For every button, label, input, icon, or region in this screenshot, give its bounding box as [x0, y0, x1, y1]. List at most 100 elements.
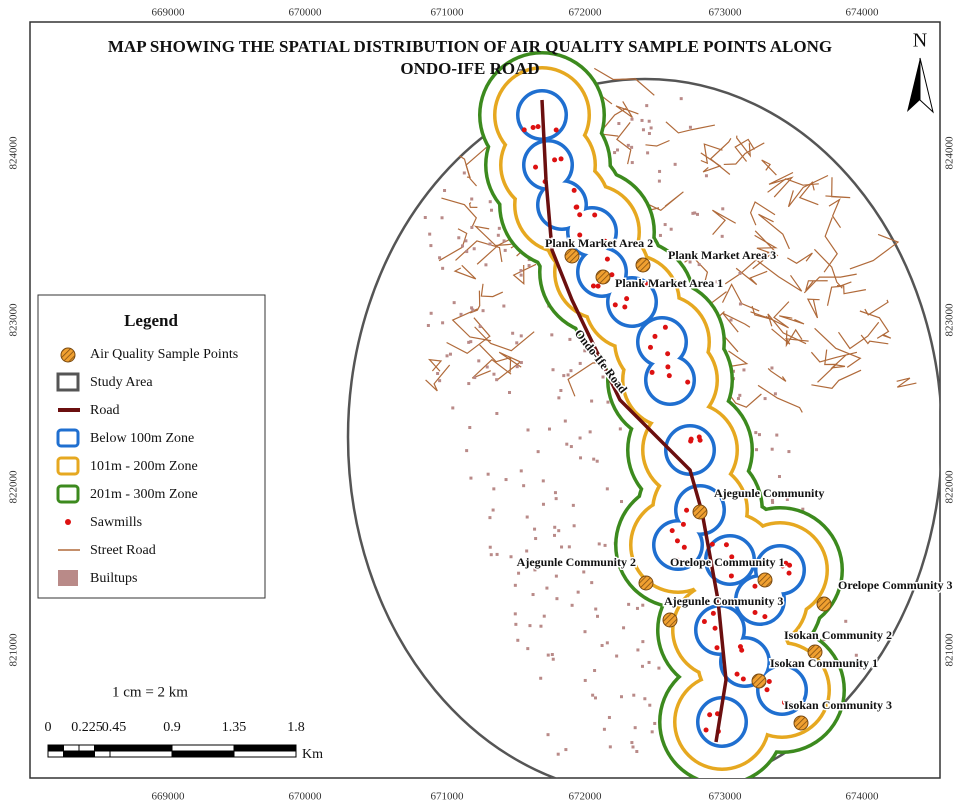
easting-top: 669000 [152, 7, 186, 19]
builtup [560, 545, 564, 549]
builtup [643, 697, 647, 701]
sawmill [709, 541, 715, 547]
sawmill [571, 187, 577, 193]
legend-item: Sawmills [90, 515, 142, 530]
street-road [750, 305, 773, 321]
builtup [438, 256, 442, 260]
northing-right: 823000 [944, 303, 956, 337]
builtup [527, 264, 531, 268]
builtup [648, 703, 652, 707]
builtup [620, 500, 624, 504]
builtup [669, 227, 673, 231]
builtup [467, 382, 471, 386]
street-road [767, 367, 787, 382]
builtup [525, 549, 529, 553]
sawmill [674, 557, 680, 563]
easting-top: 670000 [289, 7, 323, 19]
northing-right: 822000 [944, 470, 956, 504]
builtup [630, 145, 634, 149]
street-road [469, 290, 481, 314]
builtup [428, 232, 432, 236]
builtup [844, 619, 848, 623]
zone-fill [667, 427, 713, 473]
builtup [691, 211, 695, 215]
builtup [640, 664, 644, 668]
sawmill [786, 570, 792, 576]
northing-left: 821000 [8, 633, 20, 667]
builtup [488, 200, 492, 204]
sawmill [674, 538, 680, 544]
builtup [570, 603, 574, 607]
builtup [595, 459, 599, 463]
sawmill [684, 507, 690, 513]
builtup [697, 263, 701, 267]
sawmill [649, 369, 655, 375]
builtup [477, 359, 481, 363]
sawmill [780, 563, 786, 569]
sawmill [577, 232, 583, 238]
builtup [626, 143, 630, 147]
scale-unit: Km [302, 747, 323, 762]
zone-fill [655, 522, 701, 568]
builtup [514, 622, 518, 626]
builtup [445, 354, 449, 358]
builtup [777, 475, 781, 479]
builtup [496, 233, 500, 237]
builtup [470, 225, 474, 229]
legend-item: Road [90, 403, 120, 418]
sawmill [787, 701, 793, 707]
builtup [578, 361, 582, 365]
builtup [553, 525, 557, 529]
builtup [495, 378, 499, 382]
street-road [803, 273, 857, 294]
street-road [597, 107, 627, 137]
builtup [630, 117, 634, 121]
scale-seg [63, 744, 80, 752]
street-road [767, 313, 807, 345]
legend-item: Below 100m Zone [90, 431, 194, 446]
scale-label: 0.45 [102, 720, 127, 735]
street-road [734, 138, 755, 162]
street-road [441, 197, 478, 229]
street-road [425, 364, 451, 392]
builtup [736, 397, 740, 401]
sawmill [701, 619, 707, 625]
sawmill [728, 573, 734, 579]
builtup [489, 208, 493, 212]
builtup [622, 626, 626, 630]
sawmill [558, 156, 564, 162]
builtup [464, 239, 468, 243]
builtup [721, 207, 725, 211]
street-road [768, 171, 794, 198]
street-road [787, 252, 813, 265]
builtup [503, 248, 507, 252]
street-road [700, 152, 722, 173]
builtup [528, 624, 532, 628]
builtup [470, 306, 474, 310]
study-area [346, 77, 940, 778]
sawmill [665, 364, 671, 370]
street-road [665, 121, 715, 134]
sawmill [665, 351, 671, 357]
builtup [562, 374, 566, 378]
builtup [693, 211, 697, 215]
sample-point [751, 673, 767, 689]
sample-label: Isokan Community 1 [770, 656, 878, 670]
builtup [462, 171, 466, 175]
builtup [566, 373, 570, 377]
scale-seg [63, 750, 80, 758]
zone-edge [704, 534, 756, 586]
street-road [593, 67, 655, 96]
builtup [571, 503, 575, 507]
scale-seg [109, 744, 173, 752]
builtup [541, 502, 545, 506]
builtup [641, 640, 645, 644]
sample-point [635, 257, 651, 273]
builtup [488, 516, 492, 520]
scale-seg [78, 744, 95, 752]
builtup [583, 349, 587, 353]
builtup [546, 653, 550, 657]
easting-top: 671000 [431, 7, 465, 19]
builtup [729, 318, 733, 322]
builtup [473, 376, 477, 380]
